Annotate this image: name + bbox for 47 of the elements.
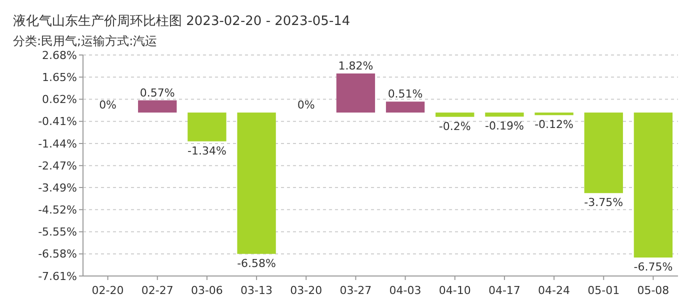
bar bbox=[436, 112, 474, 117]
data-label: -1.34% bbox=[187, 144, 226, 158]
x-tick-label: 04-03 bbox=[389, 284, 422, 297]
data-label: -0.2% bbox=[438, 120, 471, 133]
x-tick-label: 03-06 bbox=[190, 284, 223, 297]
data-label: -6.58% bbox=[237, 256, 276, 270]
y-tick-label: 2.68% bbox=[42, 48, 77, 62]
y-tick-label: -3.49% bbox=[38, 181, 77, 194]
x-tick-label: 05-01 bbox=[588, 284, 620, 297]
y-tick-label: -2.47% bbox=[38, 159, 77, 172]
bar bbox=[188, 112, 226, 142]
x-tick-label: 03-13 bbox=[240, 284, 273, 297]
y-tick-label: -4.52% bbox=[38, 203, 77, 216]
x-tick-label: 04-10 bbox=[438, 284, 471, 297]
data-label: -3.75% bbox=[584, 196, 624, 210]
chart-title: 液化气山东生产价周环比柱图 2023-02-20 - 2023-05-14 bbox=[13, 14, 350, 29]
data-label: -0.19% bbox=[484, 120, 524, 133]
bar bbox=[336, 73, 376, 113]
x-tick-label: 02-27 bbox=[141, 284, 174, 297]
data-label: 0% bbox=[99, 98, 117, 112]
y-tick-label: 0.62% bbox=[42, 93, 77, 106]
bar bbox=[485, 112, 524, 117]
y-tick-label: -7.61% bbox=[38, 270, 77, 283]
bar bbox=[634, 112, 673, 258]
y-tick-label: -6.58% bbox=[38, 248, 77, 261]
bar bbox=[534, 112, 574, 116]
y-tick-label: -1.44% bbox=[38, 137, 77, 150]
bar bbox=[237, 112, 276, 254]
x-tick-label: 03-27 bbox=[340, 284, 372, 297]
data-label: 1.82% bbox=[338, 59, 374, 72]
bar bbox=[386, 102, 425, 113]
y-tick-label: -5.55% bbox=[38, 226, 77, 239]
x-tick-label: 04-17 bbox=[488, 284, 520, 297]
y-tick-label: -0.41% bbox=[38, 115, 77, 128]
chart-subtitle: 分类:民用气;运输方式:汽运 bbox=[13, 34, 158, 48]
x-tick-label: 02-20 bbox=[92, 284, 124, 297]
bar bbox=[584, 112, 623, 194]
x-tick-label: 05-08 bbox=[637, 284, 670, 297]
data-label: -0.12% bbox=[534, 118, 574, 132]
y-tick-label: 1.65% bbox=[42, 70, 77, 84]
bar bbox=[138, 100, 177, 113]
x-tick-label: 04-24 bbox=[538, 284, 570, 297]
x-tick-label: 03-20 bbox=[290, 284, 322, 297]
data-label: 0% bbox=[297, 98, 315, 112]
data-label: 0.51% bbox=[388, 88, 423, 101]
data-label: 0.57% bbox=[140, 86, 175, 100]
data-label: -6.75% bbox=[634, 260, 673, 274]
